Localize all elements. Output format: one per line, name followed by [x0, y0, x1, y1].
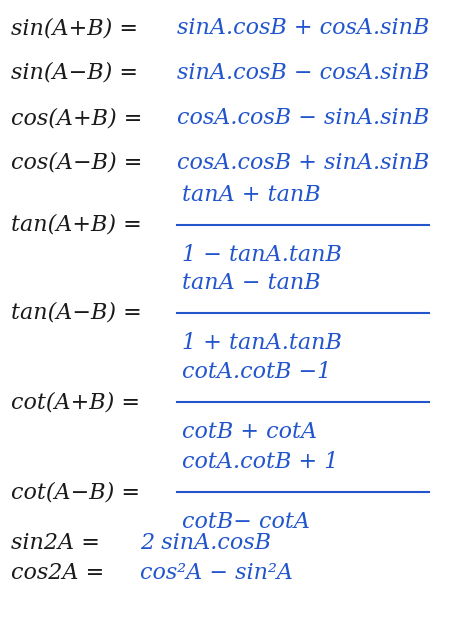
Text: sin(A−B) =: sin(A−B) =	[11, 62, 146, 84]
Text: cos(A+B) =: cos(A+B) =	[11, 107, 150, 129]
Text: cot(A+B) =: cot(A+B) =	[11, 391, 147, 413]
Text: cos²A − sin²A: cos²A − sin²A	[140, 562, 293, 584]
Text: sinA.cosB + cosA.sinB: sinA.cosB + cosA.sinB	[177, 17, 429, 39]
Text: 2 sinA.cosB: 2 sinA.cosB	[140, 532, 271, 554]
Text: cotB− cotA: cotB− cotA	[182, 511, 310, 533]
Text: tanA − tanB: tanA − tanB	[182, 272, 320, 294]
Text: sin(A+B) =: sin(A+B) =	[11, 17, 146, 39]
Text: tanA + tanB: tanA + tanB	[182, 184, 320, 206]
Text: cosA.cosB + sinA.sinB: cosA.cosB + sinA.sinB	[177, 152, 429, 174]
Text: cos2A =: cos2A =	[11, 562, 111, 584]
Text: tan(A+B) =: tan(A+B) =	[11, 214, 149, 236]
Text: 1 − tanA.tanB: 1 − tanA.tanB	[182, 244, 342, 266]
Text: cotA.cotB + 1: cotA.cotB + 1	[182, 451, 338, 473]
Text: tan(A−B) =: tan(A−B) =	[11, 302, 149, 324]
Text: 1 + tanA.tanB: 1 + tanA.tanB	[182, 332, 342, 354]
Text: cotA.cotB −1: cotA.cotB −1	[182, 361, 331, 383]
Text: sinA.cosB − cosA.sinB: sinA.cosB − cosA.sinB	[177, 62, 429, 84]
Text: sin2A =: sin2A =	[11, 532, 107, 554]
Text: cosA.cosB − sinA.sinB: cosA.cosB − sinA.sinB	[177, 107, 429, 129]
Text: cotB + cotA: cotB + cotA	[182, 421, 317, 443]
Text: cos(A−B) =: cos(A−B) =	[11, 152, 150, 174]
Text: cot(A−B) =: cot(A−B) =	[11, 481, 147, 503]
